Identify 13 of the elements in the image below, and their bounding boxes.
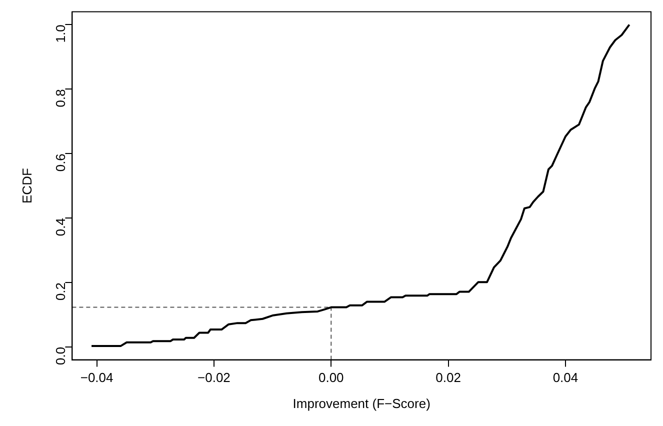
y-tick-label: 0.2	[52, 282, 68, 301]
x-tick-label: 0.04	[552, 370, 578, 386]
x-axis-title: Improvement (F−Score)	[292, 396, 430, 411]
y-axis-title: ECDF	[19, 168, 34, 204]
y-tick-label: 0.4	[52, 218, 68, 236]
x-tick-label: 0.00	[318, 370, 344, 386]
x-tick-label: −0.02	[198, 370, 230, 386]
y-tick-label: 0.0	[52, 346, 68, 365]
x-tick-label: 0.02	[436, 370, 461, 386]
y-tick-label: 0.6	[52, 154, 68, 172]
y-tick-label: 0.8	[52, 89, 68, 108]
x-tick-label: −0.04	[80, 370, 114, 386]
y-tick-label: 1.0	[52, 24, 68, 43]
